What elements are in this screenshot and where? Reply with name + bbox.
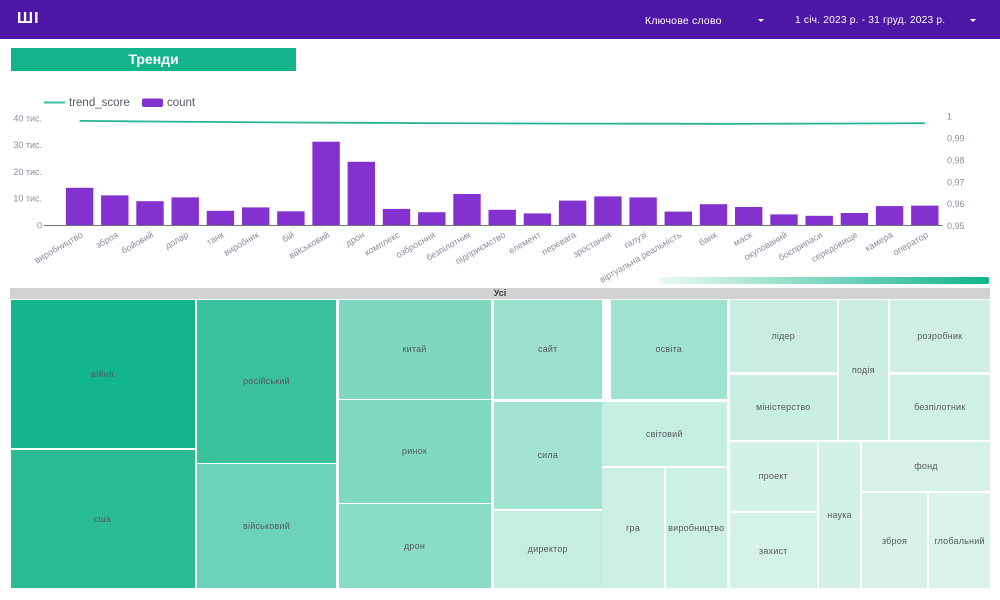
svg-text:елемент: елемент [507, 230, 543, 256]
svg-text:0,99: 0,99 [947, 134, 965, 144]
svg-text:долар: долар [163, 230, 190, 251]
svg-text:бій: бій [280, 230, 296, 245]
svg-text:дрон: дрон [344, 230, 367, 249]
svg-text:trend_score: trend_score [69, 97, 130, 109]
svg-text:0,96: 0,96 [947, 199, 965, 209]
svg-text:0,95: 0,95 [947, 221, 965, 231]
svg-text:танк: танк [205, 230, 226, 248]
svg-text:0,97: 0,97 [947, 177, 965, 187]
svg-text:виробник: виробник [222, 230, 261, 258]
svg-text:виробництво: виробництво [33, 230, 85, 266]
svg-text:оператор: оператор [891, 230, 930, 258]
svg-text:1: 1 [947, 112, 952, 122]
svg-text:0,98: 0,98 [947, 155, 965, 165]
svg-text:30 тис.: 30 тис. [13, 140, 42, 150]
svg-text:банк: банк [697, 230, 718, 248]
svg-text:зростання: зростання [571, 230, 613, 260]
svg-text:бойовий: бойовий [120, 230, 155, 256]
svg-text:галузі: галузі [622, 230, 648, 251]
svg-text:40 тис.: 40 тис. [13, 114, 42, 124]
svg-text:0: 0 [37, 221, 42, 231]
svg-text:10 тис.: 10 тис. [13, 194, 42, 204]
svg-text:маск: маск [732, 230, 754, 249]
svg-text:20 тис.: 20 тис. [13, 167, 42, 177]
svg-text:зброя: зброя [94, 230, 120, 251]
svg-text:військовий: військовий [287, 230, 331, 261]
svg-text:камера: камера [863, 230, 894, 254]
svg-text:count: count [167, 97, 196, 109]
